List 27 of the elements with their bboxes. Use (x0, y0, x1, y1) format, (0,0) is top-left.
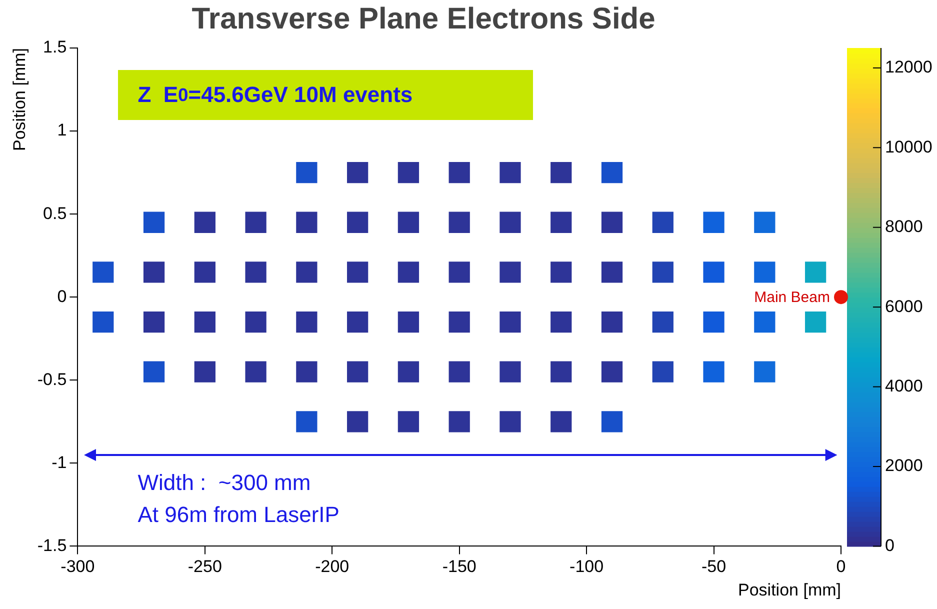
x-tick-label: -150 (442, 557, 476, 576)
x-tick-label: -200 (315, 557, 350, 576)
annotation: Main Beam (754, 289, 830, 306)
color-bar-label: 0 (885, 536, 894, 555)
color-bar-label: 8000 (885, 217, 923, 236)
annotation: Width : ~300 mm (138, 470, 311, 495)
y-tick-label: 0 (57, 286, 67, 306)
y-tick-label: 1 (57, 120, 67, 140)
color-bar-label: 12000 (885, 58, 932, 77)
x-tick-label: -100 (570, 557, 604, 576)
x-tick-label: -300 (60, 557, 95, 576)
x-tick-label: -250 (188, 557, 222, 576)
y-tick-label: -1.5 (37, 536, 67, 555)
chart-title: Transverse Plane Electrons Side (192, 2, 656, 36)
y-tick-label: 1.5 (43, 38, 67, 57)
x-tick-label: -50 (701, 557, 726, 576)
annotation: At 96m from LaserIP (138, 502, 340, 527)
color-bar-label: 6000 (885, 296, 923, 316)
x-tick-label: 0 (836, 557, 846, 576)
color-bar-label: 2000 (885, 456, 923, 476)
y-tick-label: -1 (52, 452, 67, 472)
y-axis-title: Position [mm] (10, 48, 29, 151)
x-axis-title: Position [mm] (738, 580, 841, 600)
color-bar-label: 4000 (885, 376, 923, 396)
y-tick-label: -0.5 (37, 370, 67, 389)
color-bar-label: 10000 (885, 137, 932, 156)
y-tick-label: 0.5 (43, 204, 67, 223)
